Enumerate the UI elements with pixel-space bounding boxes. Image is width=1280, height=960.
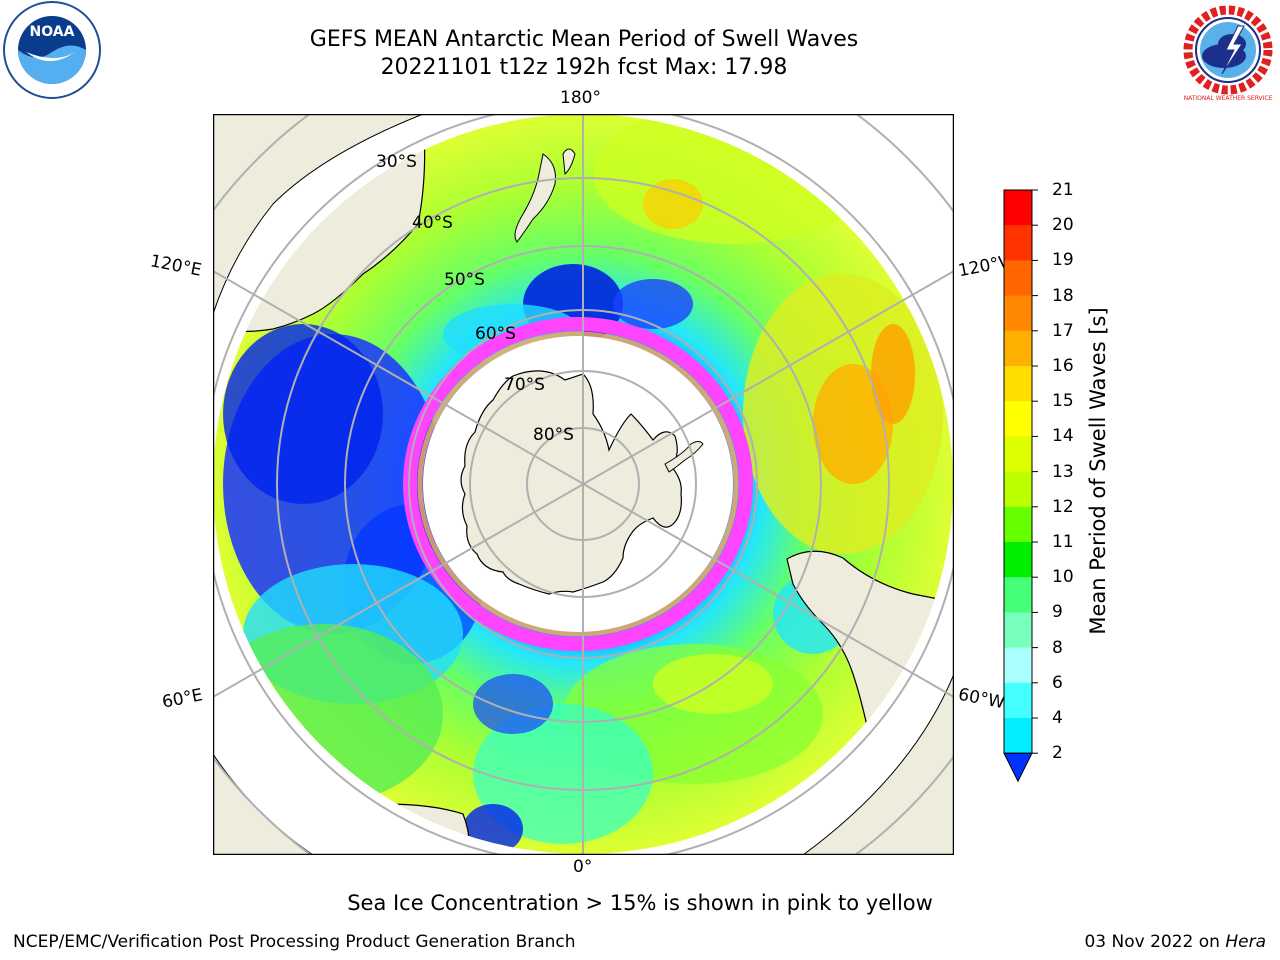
colorbar-tick-label: 13 [1052, 461, 1074, 482]
colorbar-segment [1004, 436, 1032, 473]
colorbar-segment [1004, 225, 1032, 261]
colorbar-tick-label: 11 [1052, 532, 1074, 552]
colorbar-tick-label: 15 [1052, 391, 1074, 412]
colorbar-tick-label: 17 [1052, 320, 1074, 341]
noaa-logo-text: NOAA [30, 24, 75, 40]
colorbar-tick-label: 18 [1052, 285, 1074, 306]
map-subtitle: 20221101 t12z 192h fcst Max: 17.98 [380, 55, 788, 80]
colorbar-segment [1004, 260, 1032, 297]
colorbar-segment [1004, 330, 1032, 367]
colorbar-label: Mean Period of Swell Waves [s] [1086, 307, 1110, 635]
longitude-label-0: 0° [573, 857, 593, 877]
colorbar-tick-label: 6 [1052, 672, 1063, 693]
graticule [213, 114, 954, 855]
colorbar-tick-label: 9 [1052, 602, 1063, 623]
latitude-label-30s: 30°S [376, 152, 417, 172]
colorbar-segment [1004, 647, 1032, 684]
longitude-label-180: 180° [560, 88, 601, 108]
colorbar-tick-label: 16 [1052, 356, 1074, 376]
latitude-label-80s: 80°S [533, 425, 574, 445]
colorbar-tick-label: 21 [1052, 180, 1074, 200]
colorbar-segment [1004, 366, 1032, 402]
colorbar-tick-label: 10 [1052, 567, 1074, 588]
noaa-logo-icon: NOAA [0, 0, 104, 104]
colorbar-segment [1004, 295, 1032, 332]
colorbar-segment [1004, 506, 1032, 543]
longitude-label-60e: 60°E [160, 685, 205, 713]
colorbar-tick-label: 19 [1052, 250, 1074, 271]
footer-credit: NCEP/EMC/Verification Post Processing Pr… [13, 932, 576, 952]
colorbar-segment [1004, 577, 1032, 613]
caption: Sea Ice Concentration > 15% is shown in … [347, 891, 933, 915]
colorbar-tick-label: 12 [1052, 496, 1074, 517]
antarctica-landmass [460, 370, 682, 595]
map-title: GEFS MEAN Antarctic Mean Period of Swell… [309, 27, 859, 52]
colorbar-segment [1004, 612, 1032, 649]
footer-host: Hera [1225, 932, 1266, 952]
colorbar-extend-arrow [1003, 752, 1033, 783]
colorbar-tick-label: 20 [1052, 215, 1074, 236]
latitude-label-40s: 40°S [412, 213, 453, 233]
longitude-label-60w: 60°W [956, 684, 1007, 714]
longitude-label-120e: 120°E [148, 251, 204, 281]
colorbar-segment [1004, 471, 1032, 508]
colorbar-tick-label: 14 [1052, 426, 1074, 447]
latitude-label-60s: 60°S [475, 324, 516, 344]
nws-logo-icon: NATIONAL WEATHER SERVICE [1176, 0, 1280, 104]
colorbar-segment [1004, 718, 1032, 754]
colorbar [1000, 186, 1060, 786]
colorbar-tick-label: 4 [1052, 708, 1063, 728]
nws-logo-text: NATIONAL WEATHER SERVICE [1184, 95, 1273, 102]
colorbar-segment [1004, 190, 1032, 226]
colorbar-tick-label: 2 [1052, 743, 1063, 764]
footer-date-text: 03 Nov 2022 on [1084, 932, 1226, 952]
footer-date: 03 Nov 2022 on Hera [1084, 932, 1266, 952]
latitude-label-70s: 70°S [504, 375, 545, 395]
polar-map [212, 113, 955, 856]
colorbar-segment [1004, 542, 1032, 578]
colorbar-segment [1004, 682, 1032, 719]
colorbar-segment [1004, 401, 1032, 437]
colorbar-tick-label: 8 [1052, 637, 1063, 658]
latitude-label-50s: 50°S [444, 270, 485, 290]
map-border [212, 113, 955, 856]
